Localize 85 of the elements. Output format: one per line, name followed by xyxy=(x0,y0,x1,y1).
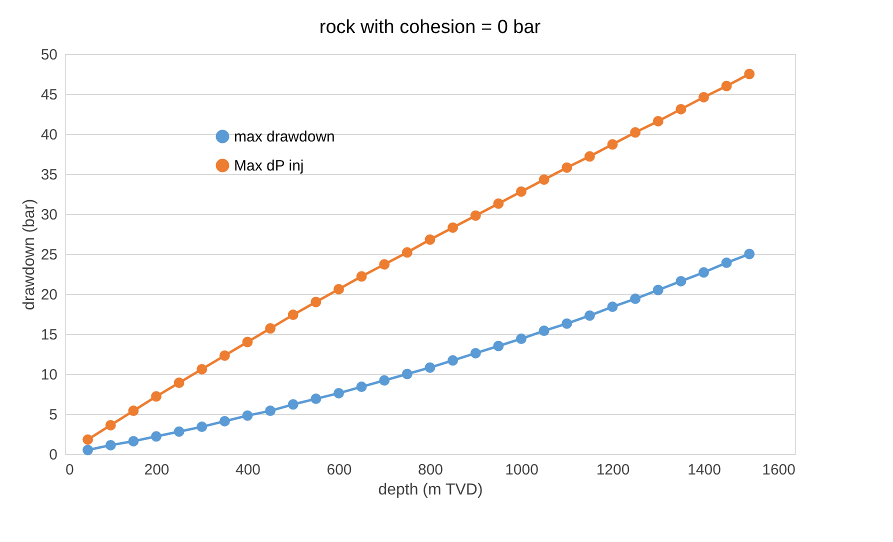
point xyxy=(516,186,526,197)
point xyxy=(721,80,732,92)
point xyxy=(630,294,641,304)
point xyxy=(744,68,755,80)
point xyxy=(128,406,139,416)
point xyxy=(584,310,595,321)
point xyxy=(82,434,94,445)
point xyxy=(265,406,276,416)
point xyxy=(698,267,709,278)
point xyxy=(424,362,436,373)
point xyxy=(721,258,732,268)
point xyxy=(676,104,686,114)
point xyxy=(105,440,116,450)
point xyxy=(310,296,322,308)
y-tick-label: 25 xyxy=(40,246,58,264)
x-tick-label: 1600 xyxy=(762,462,796,478)
x-tick-label: 1400 xyxy=(688,462,721,478)
point xyxy=(219,416,230,426)
point xyxy=(402,247,412,258)
point xyxy=(448,355,458,366)
point xyxy=(698,92,709,102)
point xyxy=(265,323,276,334)
legend-label: max drawdown xyxy=(234,128,335,146)
y-tick-label: 50 xyxy=(40,46,58,64)
point xyxy=(379,375,390,386)
point xyxy=(448,222,458,233)
point xyxy=(356,271,367,282)
y-tick-label: 15 xyxy=(40,326,58,344)
point xyxy=(584,151,595,162)
point xyxy=(424,234,436,245)
point xyxy=(242,336,253,348)
point xyxy=(538,174,550,185)
y-tick-label: 30 xyxy=(40,206,58,224)
point xyxy=(174,426,184,437)
point xyxy=(242,410,253,421)
x-tick-label: 0 xyxy=(66,462,74,478)
y-tick-label: 10 xyxy=(40,366,58,384)
y-tick-label: 40 xyxy=(40,126,58,144)
y-tick-label: 45 xyxy=(40,86,58,104)
x-tick-label: 200 xyxy=(144,462,170,478)
point xyxy=(334,388,344,398)
point xyxy=(105,420,116,430)
point xyxy=(607,302,618,312)
point xyxy=(288,399,298,410)
point xyxy=(174,378,184,388)
point xyxy=(288,310,298,320)
y-tick-label: 5 xyxy=(49,406,58,424)
point xyxy=(516,334,526,344)
legend-label: Max dP inj xyxy=(234,158,304,174)
point xyxy=(310,394,322,404)
point xyxy=(562,162,572,173)
y-tick-label: 0 xyxy=(49,446,58,464)
x-tick-label: 600 xyxy=(326,462,352,478)
point xyxy=(607,139,618,150)
point xyxy=(470,348,481,358)
point xyxy=(196,364,208,374)
point xyxy=(493,198,504,209)
point xyxy=(151,431,162,442)
point xyxy=(676,276,686,286)
point xyxy=(493,340,504,352)
point xyxy=(219,350,230,361)
point xyxy=(128,436,139,446)
point xyxy=(151,391,162,402)
point xyxy=(356,382,367,392)
point xyxy=(652,284,664,296)
point xyxy=(379,259,390,270)
x-tick-label: 800 xyxy=(418,462,444,478)
point xyxy=(744,248,755,260)
point xyxy=(652,116,664,126)
point xyxy=(470,210,481,221)
y-tick-label: 20 xyxy=(40,286,58,304)
y-tick-label: 35 xyxy=(40,166,58,184)
point xyxy=(562,318,572,329)
point xyxy=(196,422,208,432)
point xyxy=(82,444,94,456)
point xyxy=(538,326,550,336)
point xyxy=(630,127,641,138)
chart-title: rock with cohesion = 0 bar xyxy=(319,17,542,38)
point xyxy=(334,284,344,294)
x-axis-title: depth (m TVD) xyxy=(378,482,483,498)
y-axis-title: drawdown (bar) xyxy=(20,198,38,310)
x-tick-label: 400 xyxy=(235,462,261,478)
x-tick-label: 1200 xyxy=(596,462,630,478)
x-tick-label: 1000 xyxy=(505,462,538,478)
point xyxy=(402,368,412,380)
